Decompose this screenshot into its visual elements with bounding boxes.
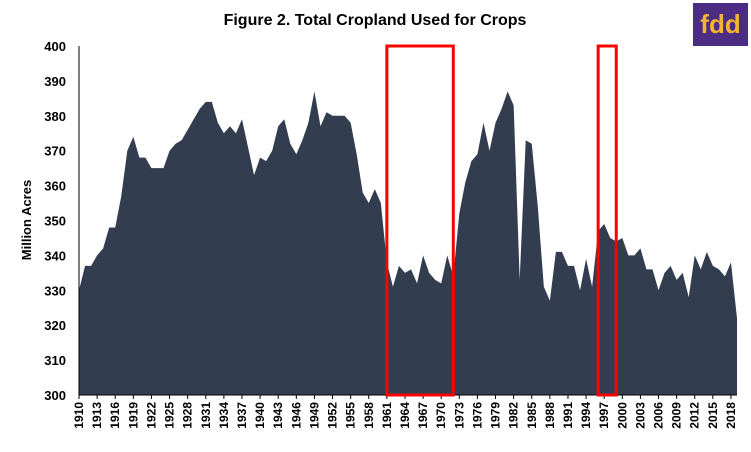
x-tick-label: 1934 xyxy=(217,402,231,429)
x-tick-label: 1925 xyxy=(163,402,177,429)
x-axis-ticks: 1910 1913 1916 1919 1922 1925 1928 1931 1934 1937… xyxy=(72,395,738,429)
y-tick-label: 340 xyxy=(44,248,66,263)
y-tick-label: 320 xyxy=(44,318,66,333)
x-tick-label: 1964 xyxy=(398,402,412,429)
highlight-box xyxy=(596,44,618,397)
x-tick-label: 1961 xyxy=(380,402,394,429)
x-tick-label: 1910 xyxy=(72,402,86,429)
y-tick-label: 400 xyxy=(44,39,66,54)
x-tick-label: 1967 xyxy=(416,402,430,429)
x-tick-label: 2009 xyxy=(670,402,684,429)
x-tick-label: 2003 xyxy=(633,402,647,429)
x-tick-label: 1931 xyxy=(199,402,213,429)
area-series xyxy=(79,91,737,396)
x-tick-label: 1982 xyxy=(507,402,521,429)
x-tick-label: 1922 xyxy=(144,402,158,429)
x-tick-label: 2006 xyxy=(652,402,666,429)
x-tick-label: 1985 xyxy=(525,402,539,429)
y-tick-label: 390 xyxy=(44,74,66,89)
x-tick-label: 1913 xyxy=(90,402,104,429)
x-tick-label: 2000 xyxy=(615,402,629,429)
fdd-logo: fdd xyxy=(693,3,748,46)
y-axis-ticks: 300 310 320 330 340 350 360 370 380 390 400 xyxy=(44,39,66,403)
x-tick-label: 1952 xyxy=(326,402,340,429)
y-axis-label: Million Acres xyxy=(19,180,34,260)
y-tick-label: 310 xyxy=(44,353,66,368)
x-tick-label: 2012 xyxy=(688,402,702,429)
y-tick-label: 370 xyxy=(44,144,66,159)
y-tick-label: 360 xyxy=(44,179,66,194)
chart-title: Figure 2. Total Cropland Used for Crops xyxy=(224,12,527,29)
x-tick-label: 1976 xyxy=(470,402,484,429)
y-tick-label: 300 xyxy=(44,388,66,403)
x-tick-label: 1928 xyxy=(181,402,195,429)
x-tick-label: 2015 xyxy=(706,402,720,429)
x-tick-label: 1943 xyxy=(271,402,285,429)
x-tick-label: 1949 xyxy=(307,402,321,429)
x-tick-label: 1958 xyxy=(362,402,376,429)
x-tick-label: 1979 xyxy=(489,402,503,429)
x-tick-label: 1997 xyxy=(597,402,611,429)
y-tick-label: 380 xyxy=(44,109,66,124)
x-tick-label: 1991 xyxy=(561,402,575,429)
highlight-boxes xyxy=(385,44,618,397)
x-tick-label: 1970 xyxy=(434,402,448,429)
x-tick-label: 1973 xyxy=(452,402,466,429)
y-tick-label: 350 xyxy=(44,214,66,229)
x-tick-label: 2018 xyxy=(724,402,738,429)
x-tick-label: 1955 xyxy=(344,402,358,429)
x-tick-label: 1994 xyxy=(579,402,593,429)
x-tick-label: 1916 xyxy=(108,402,122,429)
highlight-box xyxy=(385,44,455,397)
x-tick-label: 1937 xyxy=(235,402,249,429)
x-tick-label: 1946 xyxy=(289,402,303,429)
plot-area xyxy=(78,46,737,396)
x-tick-label: 1919 xyxy=(126,402,140,429)
y-tick-label: 330 xyxy=(44,283,66,298)
x-tick-label: 1940 xyxy=(253,402,267,429)
x-tick-label: 1988 xyxy=(543,402,557,429)
